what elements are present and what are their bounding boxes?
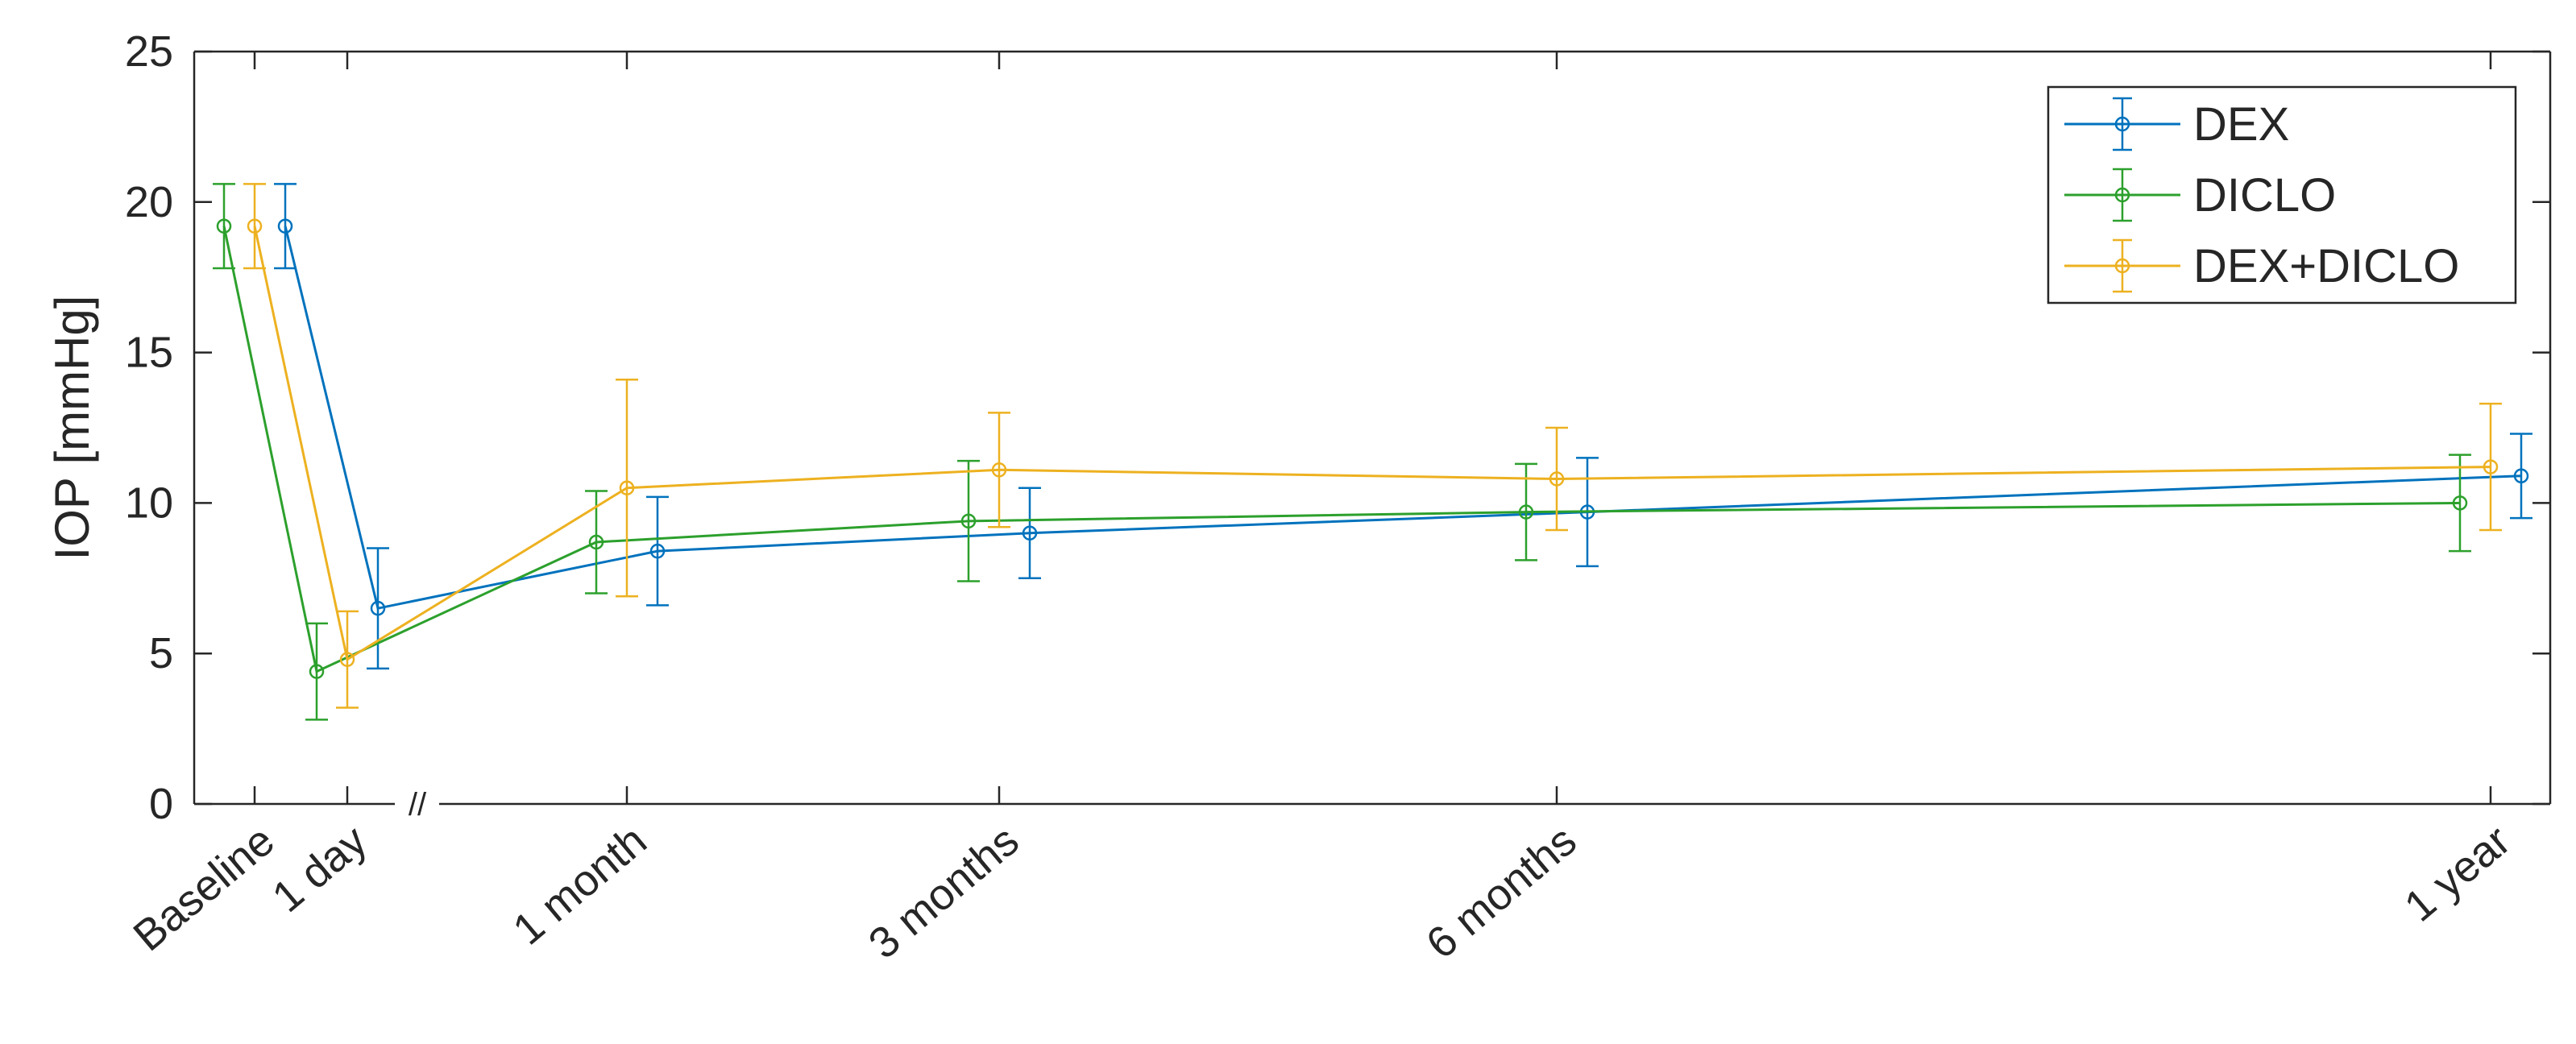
series-line [222,226,2461,673]
y-tick-label: 25 [125,27,173,76]
x-tick-label: 6 months [1417,816,1586,968]
data-point [277,218,293,234]
data-point [2452,495,2468,511]
x-tick-label: 1 day [263,816,376,922]
data-point [619,480,635,495]
y-tick-label: 15 [125,329,173,377]
legend-label: DEX [2193,98,2289,151]
data-point [309,664,325,679]
plot-axes [193,50,2552,806]
series-diclo [213,183,2471,721]
x-tick-label: 3 months [860,816,1028,968]
data-point [339,652,355,667]
data-point [2513,468,2529,484]
data-point [247,218,263,234]
data-point [1518,504,1534,520]
y-tick-label: 10 [125,478,173,527]
y-axis-label: IOP [mmHg] [45,296,99,561]
data-point [960,513,977,529]
data-point [1022,525,1038,541]
series-dex-diclo [243,183,2502,709]
legend-label: DEX+DICLO [2193,240,2459,292]
data-point [991,462,1007,478]
axis-break-mark: // [409,787,427,822]
x-tick-label: 1 year [2396,816,2520,930]
data-point [649,543,666,559]
legend-marker [2114,187,2130,203]
y-tick-label: 5 [149,629,173,677]
data-point [588,534,604,550]
legend-marker [2114,258,2130,274]
x-tick-label: Baseline [124,816,283,960]
series-line [284,226,2522,610]
data-point [216,218,232,234]
legend-label: DICLO [2193,169,2336,222]
series-line [253,226,2491,662]
data-point [1549,471,1565,487]
data-point [2483,459,2499,474]
y-tick-label: 0 [149,780,173,828]
data-point [370,600,386,616]
x-tick-label: 1 month [504,816,656,954]
legend: DEX DICLO DEX+DICLO [2047,85,2517,304]
legend-marker [2114,116,2130,132]
y-tick-label: 20 [125,178,173,226]
